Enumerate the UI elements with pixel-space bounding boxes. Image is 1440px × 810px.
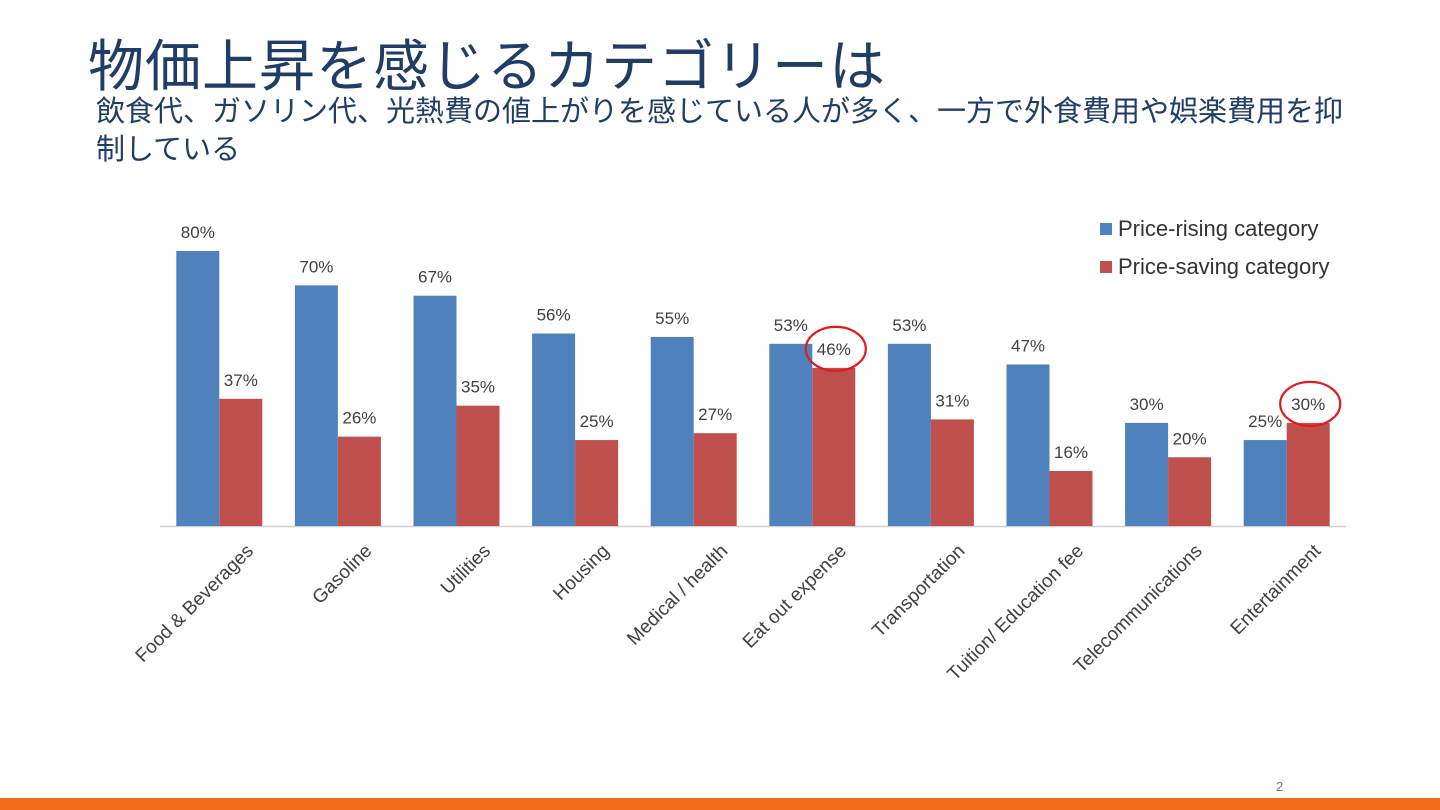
legend-item-price-saving: Price-saving category xyxy=(1100,248,1330,286)
bar-price-saving xyxy=(812,367,856,526)
data-label-price-saving: 46% xyxy=(817,340,851,359)
highlight-circle xyxy=(804,325,867,372)
data-label-price-saving: 30% xyxy=(1291,395,1325,414)
category-label: Gasoline xyxy=(309,541,377,609)
bar-price-saving xyxy=(1168,457,1212,526)
data-label-price-rising: 67% xyxy=(418,268,452,287)
data-label-price-rising: 56% xyxy=(537,306,571,325)
bar-price-rising xyxy=(1243,440,1287,526)
data-label-price-saving: 35% xyxy=(461,378,495,397)
data-label-price-saving: 31% xyxy=(935,391,969,410)
data-label-price-rising: 25% xyxy=(1248,412,1282,431)
data-label-price-saving: 25% xyxy=(580,412,614,431)
bar-price-saving xyxy=(337,436,381,526)
bar-price-rising xyxy=(1006,364,1050,526)
highlight-circle xyxy=(1279,380,1342,427)
bar-price-saving xyxy=(219,398,263,526)
bar-price-rising xyxy=(650,336,694,526)
category-label: Utilities xyxy=(437,541,495,599)
legend-item-price-rising: Price-rising category xyxy=(1100,210,1330,248)
bar-price-saving xyxy=(693,433,737,526)
legend-label-price-saving: Price-saving category xyxy=(1118,254,1330,279)
data-label-price-rising: 30% xyxy=(1130,395,1164,414)
bar-price-rising xyxy=(413,295,457,526)
bar-price-rising xyxy=(294,285,338,526)
data-label-price-rising: 47% xyxy=(1011,336,1045,355)
data-label-price-saving: 20% xyxy=(1173,429,1207,448)
category-label: Housing xyxy=(549,541,613,605)
legend-swatch-price-saving xyxy=(1100,261,1112,273)
bar-price-saving xyxy=(456,405,500,526)
slide-subtitle: 飲食代、ガソリン代、光熱費の値上がりを感じている人が多く、一方で外食費用や娯楽費… xyxy=(96,94,1344,166)
legend-swatch-price-rising xyxy=(1100,223,1112,235)
bar-price-rising xyxy=(1125,422,1169,526)
category-label: Telecommunications xyxy=(1070,541,1207,678)
bar-price-saving xyxy=(930,419,974,526)
data-label-price-rising: 53% xyxy=(774,316,808,335)
category-label: Entertainment xyxy=(1227,540,1326,639)
bar-price-rising xyxy=(887,343,931,526)
category-label: Transportation xyxy=(868,541,969,642)
data-label-price-saving: 26% xyxy=(342,409,376,428)
category-label: Food & Beverages xyxy=(132,541,258,667)
data-label-price-saving: 37% xyxy=(224,371,258,390)
category-label: Eat out expense xyxy=(739,541,851,653)
bar-price-saving xyxy=(575,440,619,526)
data-label-price-saving: 16% xyxy=(1054,443,1088,462)
category-label: Medical / health xyxy=(623,541,732,650)
page-number: 2 xyxy=(1276,779,1284,794)
chart-legend: Price-rising category Price-saving categ… xyxy=(1100,210,1330,286)
slide-title: 物価上昇を感じるカテゴリーは xyxy=(88,35,886,100)
data-label-price-saving: 27% xyxy=(698,405,732,424)
data-label-price-rising: 70% xyxy=(299,257,333,276)
data-label-price-rising: 80% xyxy=(181,223,215,242)
category-label: Tuition/ Education fee xyxy=(944,541,1088,685)
data-label-price-rising: 53% xyxy=(892,316,926,335)
bottom-accent-bar xyxy=(0,798,1440,810)
legend-label-price-rising: Price-rising category xyxy=(1118,216,1319,241)
bar-price-rising xyxy=(532,333,576,526)
bar-price-saving xyxy=(1286,422,1330,526)
bar-price-rising xyxy=(769,343,813,526)
bar-price-saving xyxy=(1049,471,1093,526)
data-label-price-rising: 55% xyxy=(655,309,689,328)
bar-price-rising xyxy=(176,251,220,526)
